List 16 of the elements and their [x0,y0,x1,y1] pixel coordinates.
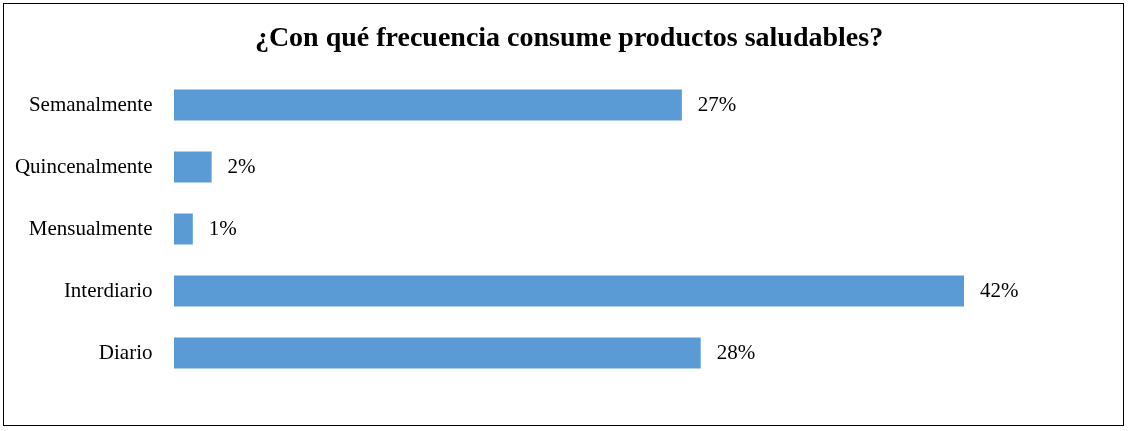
chart-title: ¿Con qué frecuencia consume productos saludables? [254,21,884,52]
y-tick-label: Interdiario [63,278,153,302]
bar [174,275,964,307]
data-label: 27% [697,92,737,116]
bar [174,89,682,121]
bar [174,213,193,245]
bar [174,337,701,369]
data-label: 28% [716,340,756,364]
data-label: 42% [980,278,1019,302]
data-label: 1% [208,216,237,240]
y-tick-label: Semanalmente [28,92,153,116]
bar [174,151,212,183]
y-tick-label: Mensualmente [28,216,153,240]
y-tick-label: Quincenalmente [14,154,153,178]
data-label: 2% [227,154,256,178]
y-tick-label: Diario [98,340,153,364]
